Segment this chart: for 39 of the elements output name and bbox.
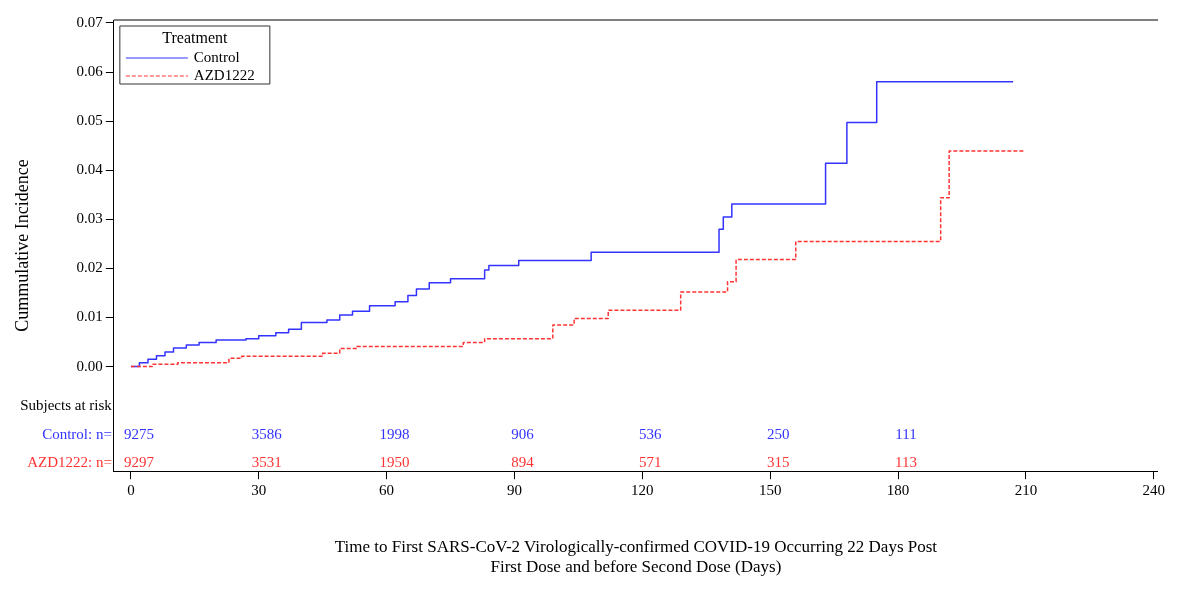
text: Subjects at risk	[20, 397, 113, 414]
annotation: 9275	[123, 425, 154, 442]
y-tick-label: 0.06	[76, 62, 104, 79]
text: Control: n=	[42, 425, 112, 442]
y-tick-label: 0.05	[76, 112, 103, 129]
x-tick-label: 60	[379, 482, 395, 499]
legend-title: Treatment	[162, 29, 228, 47]
y-tick-label: 0.02	[76, 259, 103, 276]
annotation: 111	[895, 425, 917, 442]
annotation: 906	[511, 425, 535, 442]
x-tick-label: 30	[251, 482, 267, 499]
x-tick-label: 240	[1142, 482, 1165, 499]
x-tick-label: 120	[631, 482, 654, 499]
annotation: 3586	[251, 425, 283, 442]
x-axis-title: Time to First SARS-CoV-2 Virologically-confirmed COVID-19 Occurring 22 Days Post First Dose and before Second Dose (Days)	[334, 536, 938, 577]
x-tick-label: 0	[127, 482, 135, 499]
annotation: 894	[511, 453, 535, 470]
x-tick-label: 150	[758, 482, 782, 499]
annotation: 536	[639, 425, 663, 442]
annotation: 9297	[123, 453, 155, 470]
annotation: 1998	[379, 425, 410, 442]
annotation: 113	[895, 453, 917, 470]
y-tick-label: 0.00	[76, 357, 103, 374]
y-tick-label: 0.04	[76, 161, 104, 178]
annotation: 571	[639, 453, 662, 470]
x-tick-label: 180	[886, 482, 910, 499]
annotation: 250	[766, 425, 790, 442]
annotation: 1950	[379, 453, 410, 470]
x-tick-label: 90	[506, 482, 522, 499]
y-tick-label: 0.07	[76, 13, 104, 30]
annotation: 315	[766, 453, 790, 470]
y-axis-title: Cummulative Incidence	[11, 159, 32, 332]
x-tick-label: 210	[1014, 482, 1038, 499]
annotation: 3531	[251, 453, 282, 470]
legend-label: Control	[193, 48, 240, 65]
legend-label: AZD1222	[193, 66, 255, 83]
y-tick-label: 0.03	[76, 210, 103, 227]
y-tick-label: 0.01	[76, 308, 103, 325]
text: AZD1222: n=	[27, 453, 112, 470]
